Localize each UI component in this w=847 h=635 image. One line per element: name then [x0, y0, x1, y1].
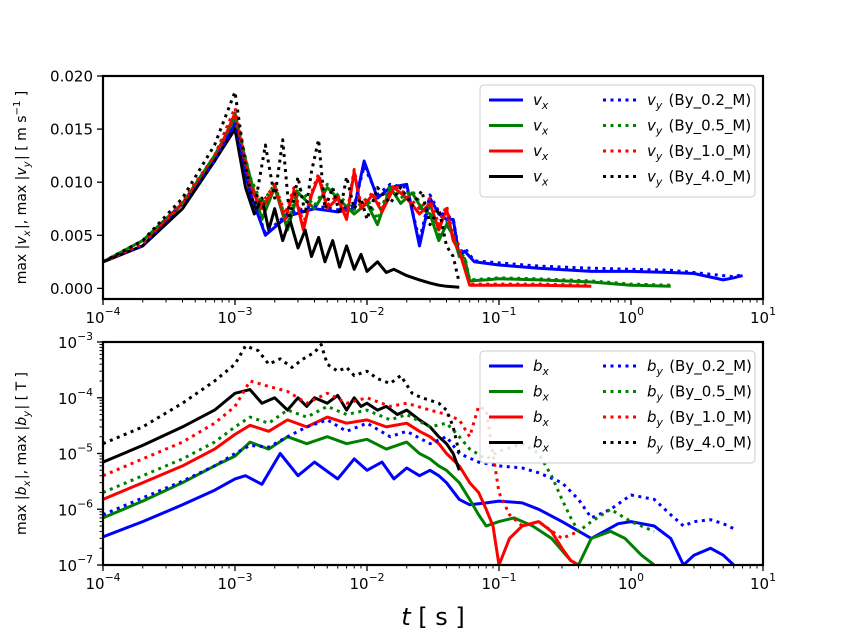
- x-tick-label: 10−4: [85, 305, 120, 327]
- legend-box: [479, 350, 756, 464]
- x-tick-label: 10−3: [217, 571, 252, 593]
- y-tick-label: 0.015: [50, 121, 93, 139]
- x-tick-label: 10−2: [349, 305, 384, 327]
- x-tick-label: 10−3: [217, 305, 252, 327]
- y-tick-label: 10−3: [58, 330, 93, 352]
- y-tick-label: 0.010: [50, 174, 93, 192]
- legend-label: vx: [533, 91, 550, 112]
- chart-velocity: 10−4 10−3 10−2 10−1 100 101 0.000 0.005 0.010 0.0…: [12, 68, 776, 328]
- y-tick-label: 0.020: [50, 68, 93, 86]
- legend-label: vx: [533, 142, 550, 163]
- legend-label: vy (By_4.0_M): [647, 168, 751, 189]
- x-tick-label: 100: [618, 305, 644, 327]
- x-tick-label: 101: [750, 571, 776, 593]
- series-group: [103, 90, 743, 289]
- series-group: [103, 343, 735, 565]
- x-tick-label: 101: [750, 305, 776, 327]
- x-axis-label: t [ s ]: [401, 603, 465, 631]
- y-axis-label: max |bx |, max |by | [ T ]: [14, 372, 33, 535]
- y-tick-label: 10−7: [58, 553, 93, 575]
- legend-label: vx: [533, 117, 550, 138]
- chart-magnetic: 10−4 10−3 10−2 10−1 100 101 10−7 10−6 10−5 10−4 10…: [14, 330, 776, 593]
- series-line-dotted-v-y-by-0-5-m-: [103, 111, 671, 287]
- legend-label: by (By_0.5_M): [647, 383, 752, 404]
- series-line-dotted-v-y-by-1-0-m-: [103, 106, 592, 287]
- legend-label: vy (By_0.2_M): [647, 91, 751, 112]
- y-tick-label: 10−5: [58, 442, 93, 464]
- plot-frame: [101, 74, 765, 301]
- series-line-solid-by-1-0-m: [103, 415, 580, 565]
- x-tick-label: 10−1: [481, 305, 516, 327]
- y-axis-label: max |vx |, max |vy | [ m s−1 ]: [12, 91, 33, 285]
- legend-label: bx: [533, 434, 550, 455]
- series-line-solid-by-0-2-m: [103, 452, 735, 565]
- legend: bx bx bx bx by (By_0.2_M)by (By_0.5_M)by…: [479, 350, 756, 464]
- legend-label: vx: [533, 168, 550, 189]
- series-line-dotted-b-y-by-0-2-m-: [103, 418, 735, 530]
- legend: vx vx vx vx vy (By_0.2_M)vy (By_0.5_M)vy…: [479, 84, 756, 198]
- x-tick-label: 10−4: [85, 571, 120, 593]
- y-tick-label: 10−4: [58, 386, 93, 408]
- legend-label: by (By_4.0_M): [647, 434, 752, 455]
- legend-label: vy (By_1.0_M): [647, 142, 751, 163]
- y-tick-label: 0.000: [50, 280, 93, 298]
- series-line-dotted-b-y-by-4-0-m-: [103, 343, 461, 454]
- legend-label: by (By_0.2_M): [647, 357, 752, 378]
- y-tick-label: 10−6: [58, 497, 93, 519]
- legend-label: by (By_1.0_M): [647, 408, 752, 429]
- series-line-solid-by-4-0-m: [103, 388, 461, 471]
- legend-box: [479, 84, 756, 198]
- x-tick-label: 10−1: [481, 571, 516, 593]
- legend-label: bx: [533, 357, 550, 378]
- series-line-solid-by-4-0-m: [103, 127, 460, 289]
- x-tick-label: 10−2: [349, 571, 384, 593]
- y-tick-label: 0.005: [50, 227, 93, 245]
- legend-label: bx: [533, 383, 550, 404]
- series-line-dotted-v-y-by-4-0-m-: [103, 90, 461, 284]
- legend-label: vy (By_0.5_M): [647, 117, 751, 138]
- series-line-dotted-b-y-by-1-0-m-: [103, 379, 580, 540]
- x-tick-label: 100: [618, 571, 644, 593]
- legend-label: bx: [533, 408, 550, 429]
